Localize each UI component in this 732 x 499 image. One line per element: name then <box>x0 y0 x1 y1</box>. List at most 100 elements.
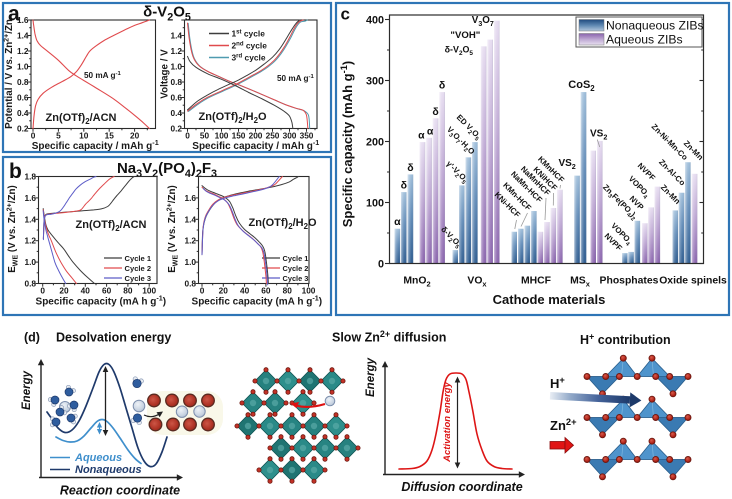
svg-text:80: 80 <box>283 286 293 296</box>
svg-text:1.6: 1.6 <box>184 193 196 203</box>
svg-text:Voltage / V: Voltage / V <box>160 49 171 99</box>
svg-text:0: 0 <box>40 286 45 296</box>
svg-text:100: 100 <box>215 131 229 141</box>
svg-text:Reaction coordinate: Reaction coordinate <box>60 484 180 498</box>
svg-text:c: c <box>341 5 350 24</box>
svg-text:Cycle 1: Cycle 1 <box>125 254 152 263</box>
svg-text:(d): (d) <box>24 331 40 345</box>
svg-text:300: 300 <box>283 131 297 141</box>
svg-text:Zn(OTf)2/H2O: Zn(OTf)2/H2O <box>199 111 268 125</box>
svg-text:50: 50 <box>200 131 210 141</box>
svg-text:100: 100 <box>366 197 384 209</box>
svg-text:Desolvation energy: Desolvation energy <box>56 331 171 345</box>
svg-text:Slow Zn2+ diffusion: Slow Zn2+ diffusion <box>332 329 446 345</box>
svg-text:100: 100 <box>302 286 316 296</box>
svg-text:100: 100 <box>142 286 156 296</box>
svg-text:5: 5 <box>56 131 61 141</box>
svg-text:Zn(OTf)2/ACN: Zn(OTf)2/ACN <box>46 112 117 126</box>
svg-text:Specific capacity / mAh g-1: Specific capacity / mAh g-1 <box>32 138 159 152</box>
svg-text:δ: δ <box>439 80 445 92</box>
svg-text:1.4: 1.4 <box>24 214 36 224</box>
svg-text:1.6: 1.6 <box>24 193 36 203</box>
svg-text:CoS2: CoS2 <box>568 79 595 93</box>
svg-text:Specific capacity (mAh g-1): Specific capacity (mAh g-1) <box>339 61 355 228</box>
svg-text:Na3V2(PO4)2F3: Na3V2(PO4)2F3 <box>117 160 217 180</box>
svg-text:1.4: 1.4 <box>170 31 182 41</box>
svg-text:Zn2+: Zn2+ <box>550 417 577 433</box>
svg-text:20: 20 <box>219 286 229 296</box>
svg-text:20: 20 <box>59 286 69 296</box>
svg-text:Energy: Energy <box>21 370 33 410</box>
svg-text:1.0: 1.0 <box>24 257 36 267</box>
svg-text:0.8: 0.8 <box>184 279 196 289</box>
svg-text:Cathode materials: Cathode materials <box>493 292 606 307</box>
svg-text:δ-V2O5: δ-V2O5 <box>143 4 191 24</box>
svg-text:Cycle 2: Cycle 2 <box>283 264 309 273</box>
svg-text:1.0: 1.0 <box>17 62 29 72</box>
svg-text:"VOH": "VOH" <box>450 30 480 41</box>
svg-text:50 mA g-1: 50 mA g-1 <box>277 74 315 83</box>
svg-text:Specific capacity / mAh g-1: Specific capacity / mAh g-1 <box>192 138 319 152</box>
svg-text:1.2: 1.2 <box>17 46 29 56</box>
svg-text:VS2: VS2 <box>558 158 575 171</box>
svg-text:0.2: 0.2 <box>17 124 29 134</box>
svg-text:1.2: 1.2 <box>184 236 196 246</box>
svg-text:1.2: 1.2 <box>170 46 182 56</box>
svg-text:50 mA g-1: 50 mA g-1 <box>84 71 122 80</box>
svg-text:0.4: 0.4 <box>17 108 29 118</box>
svg-text:Cycle 1: Cycle 1 <box>283 254 309 263</box>
svg-text:V3O7: V3O7 <box>472 15 494 28</box>
svg-text:Activation energy: Activation energy <box>442 381 453 462</box>
svg-text:15: 15 <box>105 131 115 141</box>
svg-text:H+: H+ <box>550 375 565 391</box>
svg-text:1.6: 1.6 <box>17 15 29 25</box>
svg-text:α: α <box>427 125 434 137</box>
svg-text:Specific capacity (mA h g-1): Specific capacity (mA h g-1) <box>36 294 167 308</box>
svg-text:VOx: VOx <box>467 276 487 289</box>
svg-text:Diffusion coordinate: Diffusion coordinate <box>401 480 522 494</box>
svg-text:1.4: 1.4 <box>184 214 196 224</box>
svg-text:Nonaqueous: Nonaqueous <box>75 464 142 476</box>
svg-text:1.4: 1.4 <box>17 31 29 41</box>
svg-text:250: 250 <box>266 131 280 141</box>
svg-text:20: 20 <box>130 131 140 141</box>
svg-text:Oxide spinels: Oxide spinels <box>659 276 727 287</box>
svg-text:Nonaqueous ZIBs: Nonaqueous ZIBs <box>606 19 704 33</box>
svg-text:Cycle 3: Cycle 3 <box>125 274 152 283</box>
svg-text:1.8: 1.8 <box>24 172 36 182</box>
svg-text:VS2: VS2 <box>590 129 607 142</box>
svg-text:δ: δ <box>401 180 407 192</box>
svg-text:200: 200 <box>366 136 384 148</box>
svg-text:Phosphates: Phosphates <box>600 276 659 287</box>
svg-text:MSx: MSx <box>570 276 591 289</box>
svg-text:0.6: 0.6 <box>17 93 29 103</box>
svg-text:Zn(OTf)2/ACN: Zn(OTf)2/ACN <box>76 219 147 233</box>
svg-text:60: 60 <box>102 286 112 296</box>
svg-text:0.4: 0.4 <box>170 108 182 118</box>
svg-text:α: α <box>418 130 425 142</box>
svg-text:Specific capacity (mA h g-1): Specific capacity (mA h g-1) <box>192 294 323 308</box>
svg-text:200: 200 <box>249 131 263 141</box>
svg-text:0: 0 <box>31 131 36 141</box>
svg-text:δ-V2O5: δ-V2O5 <box>445 45 474 57</box>
svg-text:α: α <box>394 216 401 228</box>
svg-text:δ: δ <box>432 106 438 118</box>
svg-text:0: 0 <box>200 286 205 296</box>
svg-text:0.8: 0.8 <box>24 279 36 289</box>
svg-text:60: 60 <box>261 286 271 296</box>
svg-text:350: 350 <box>300 131 314 141</box>
svg-text:1.0: 1.0 <box>170 62 182 72</box>
svg-text:0: 0 <box>185 131 190 141</box>
svg-text:Potential / V vs. Zn2+/Zn: Potential / V vs. Zn2+/Zn <box>3 19 15 129</box>
svg-text:0.6: 0.6 <box>170 93 182 103</box>
svg-text:0.2: 0.2 <box>170 124 182 134</box>
svg-text:MHCF: MHCF <box>521 276 551 287</box>
svg-text:0: 0 <box>378 258 384 270</box>
svg-text:Aqueous: Aqueous <box>74 452 122 464</box>
svg-text:a: a <box>8 3 20 26</box>
svg-text:H+ contribution: H+ contribution <box>580 331 671 347</box>
svg-text:0.8: 0.8 <box>17 77 29 87</box>
svg-text:80: 80 <box>123 286 133 296</box>
svg-text:Energy: Energy <box>365 357 377 397</box>
svg-text:40: 40 <box>240 286 250 296</box>
